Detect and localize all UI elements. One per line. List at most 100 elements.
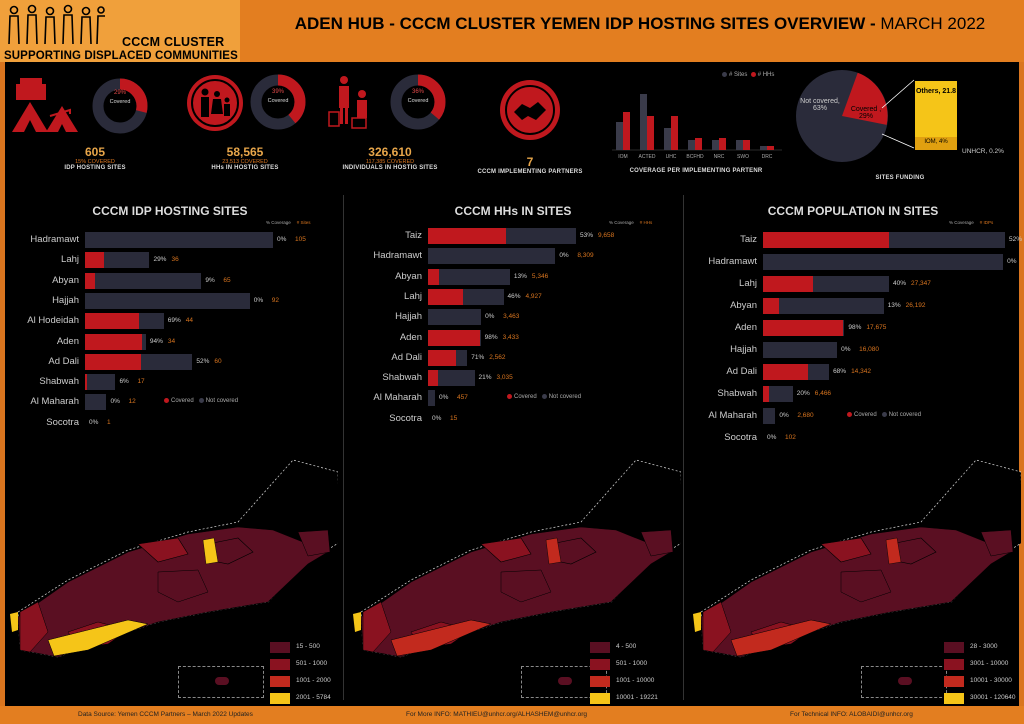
- map-legend-swatch: [590, 693, 610, 704]
- coverage-header: % Coverage # IDPs: [949, 220, 993, 225]
- bar-covered: [428, 349, 456, 366]
- legend-not-covered-dot: [881, 412, 887, 417]
- row-name: Al Maharah: [30, 396, 79, 408]
- row-value: 3,433: [502, 333, 519, 341]
- camp-icon: [12, 78, 78, 132]
- panel-title: CCCM HHs IN SITES: [454, 204, 572, 218]
- map-legend-text: 15 - 500: [296, 643, 320, 650]
- row-pct: 0%: [277, 236, 287, 243]
- bar-not-covered: [85, 353, 193, 370]
- hhs-donut: [250, 74, 306, 130]
- people-logo-icon: [8, 4, 105, 44]
- bar-covered: [428, 329, 480, 346]
- row-pct: 0%: [432, 414, 442, 422]
- legend-covered: Covered: [854, 412, 877, 419]
- yemen-map: [10, 459, 338, 658]
- row-pct: 52%: [1009, 236, 1023, 243]
- coverage-label: % Coverage: [609, 220, 634, 225]
- row-value: 27,347: [910, 280, 931, 287]
- row-value: 457: [457, 394, 468, 402]
- kpi-hhs-value: 58,565: [226, 145, 264, 159]
- row-name: Socotra: [389, 412, 422, 424]
- bar-not-covered: [428, 349, 468, 366]
- cat-swo: SWO: [737, 154, 749, 160]
- map-legend-text: 501 - 1000: [296, 660, 328, 667]
- coverage-label: % Coverage: [949, 220, 974, 225]
- bar-covered: [85, 313, 140, 330]
- bar-covered: [428, 288, 463, 305]
- kpi-sites-sub: 15% COVERED: [75, 159, 115, 165]
- row-name: Hajjah: [730, 344, 757, 355]
- logo-subtitle: SUPPORTING DISPLACED COMMUNITIES: [4, 50, 238, 62]
- row-value: 17,675: [866, 324, 887, 331]
- row-value: 36: [171, 256, 179, 264]
- handshake-icon: [500, 80, 560, 140]
- panel-legend: Covered Not covered: [507, 394, 581, 400]
- bar-not-covered: [763, 298, 884, 314]
- row-value: 3,035: [496, 374, 513, 382]
- coverage-header: % Coverage # Sites: [266, 220, 311, 225]
- kpi-sites: 605 15% COVERED IDP HOSTING SITES: [40, 145, 150, 171]
- socotra-inset: [861, 666, 947, 698]
- legend-covered: Covered: [171, 398, 194, 405]
- row-pct: 0%: [439, 394, 449, 402]
- kpi-sites-label: IDP HOSTING SITES: [64, 165, 126, 171]
- count-label: # HHs: [639, 220, 653, 225]
- row-name: Aden: [399, 331, 422, 343]
- header-bar: CCCM CLUSTER SUPPORTING DISPLACED COMMUN…: [0, 0, 1024, 62]
- yemen-map: [353, 459, 681, 658]
- bar-not-covered: [428, 248, 556, 265]
- funding-iom-seg: [915, 137, 957, 150]
- map-legend-text: 3001 - 10000: [970, 660, 1009, 667]
- row-value: 92: [271, 296, 279, 304]
- row-pct: 0%: [767, 434, 777, 441]
- map-legend-swatch: [270, 693, 290, 704]
- map-legend-swatch: [270, 659, 290, 670]
- individuals-donut: [390, 74, 446, 130]
- individuals-icon: [328, 76, 367, 129]
- sites-donut: [92, 78, 148, 134]
- footer-source: Data Source: Yemen CCCM Partners – March…: [78, 711, 253, 718]
- kpi-individuals: 326,610 117,385 COVERED INDIVIDUALS IN H…: [330, 145, 450, 171]
- bar-covered: [85, 252, 104, 269]
- row-name: Socotra: [46, 416, 79, 428]
- map-legend-text: 10001 - 30000: [970, 677, 1012, 684]
- row-value: 102: [785, 434, 796, 441]
- pie-covered: [842, 72, 888, 125]
- bar-not-covered: [428, 370, 475, 387]
- map-legend-text: 4 - 500: [616, 643, 637, 650]
- kpi-sites-value: 605: [84, 145, 106, 159]
- bar-covered: [763, 276, 814, 292]
- row-value: 6,466: [814, 390, 832, 397]
- kpi-individuals-sub: 117,385 COVERED: [365, 159, 415, 165]
- bar-not-covered: [763, 276, 889, 292]
- bar-not-covered: [763, 408, 776, 424]
- row-value: 44: [185, 317, 193, 325]
- row-pct: 40%: [892, 280, 906, 287]
- logo-title: CCCM CLUSTER: [122, 35, 225, 49]
- row-value: 26,192: [905, 302, 926, 309]
- cat-nrc: NRC: [714, 154, 725, 160]
- kpi-hhs-label: HHs IN HOSTIG SITES: [211, 165, 279, 171]
- kpi-hhs-sub: 23,513 COVERED: [222, 159, 268, 165]
- bar-uhc-sites: [664, 128, 671, 150]
- row-name: Al Hodeidah: [27, 315, 79, 327]
- footer: Data Source: Yemen CCCM Partners – March…: [0, 706, 1024, 724]
- row-pct: 0%: [559, 252, 569, 260]
- bar-not-covered: [85, 374, 116, 391]
- funding-bar: [914, 80, 958, 150]
- row-name: Al Maharah: [708, 410, 757, 421]
- panel-title: CCCM POPULATION IN SITES: [767, 204, 939, 218]
- map-legend-text: 1001 - 2000: [296, 677, 331, 684]
- row-pct: 13%: [513, 272, 527, 280]
- bar-covered: [85, 272, 96, 289]
- map-legend-text: 2001 - 5784: [296, 694, 331, 701]
- bar-covered: [763, 364, 808, 380]
- bar-not-covered: [428, 268, 510, 285]
- map-legend-swatch: [944, 659, 964, 670]
- row-name: Abyan: [52, 274, 79, 286]
- divider-2: [683, 195, 684, 700]
- row-pct: 0%: [1007, 258, 1017, 265]
- row-value: 8,309: [577, 252, 594, 260]
- bar-bcfhd-sites: [688, 140, 695, 150]
